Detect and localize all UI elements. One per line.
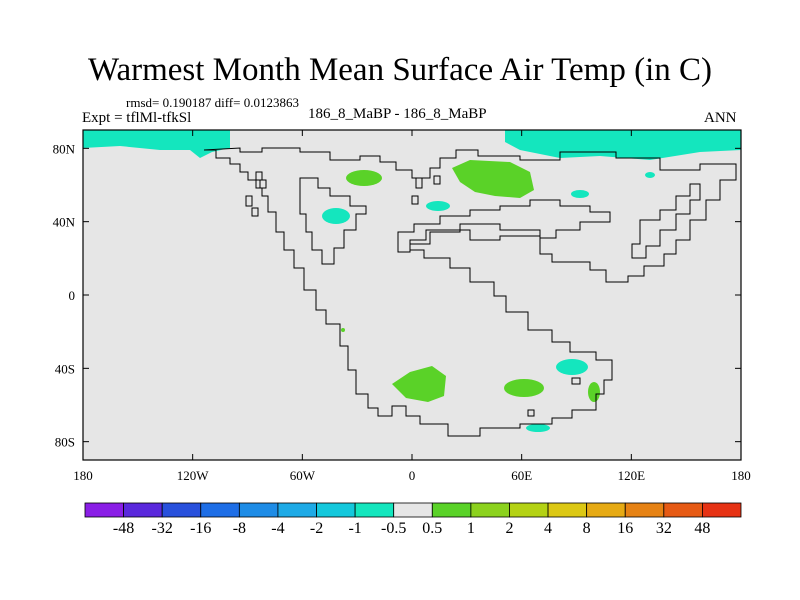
colorbar-label: 8 xyxy=(583,520,591,537)
lon-tick-label: 120W xyxy=(177,468,210,483)
coastline-islands xyxy=(245,171,581,417)
colorbar-swatch xyxy=(200,502,240,518)
cyan-patch-pacific xyxy=(645,172,655,178)
lon-tick-label: 120E xyxy=(618,468,646,483)
stats-text: rmsd= 0.190187 diff= 0.0123863 xyxy=(126,95,299,110)
cyan-patch-namerica xyxy=(322,208,350,224)
period-label: ANN xyxy=(704,110,737,126)
colorbar-swatch xyxy=(277,502,317,518)
colorbar-swatch xyxy=(316,502,356,518)
lat-axis: 80N 40N 0 40S 80S xyxy=(53,141,741,450)
lon-tick-label: 60E xyxy=(511,468,532,483)
colorbar-swatch xyxy=(547,502,588,518)
lon-tick-label: 180 xyxy=(73,468,93,483)
green-patch-antarctic xyxy=(588,382,600,402)
map-background xyxy=(83,130,741,460)
colorbar-label: -4 xyxy=(271,520,284,537)
colorbar-swatch xyxy=(84,502,124,518)
colorbar-label: 48 xyxy=(694,520,710,537)
cyan-patch-europe xyxy=(426,201,450,211)
colorbar-swatch xyxy=(238,502,279,518)
expt-label: Expt = tflMl-tfkSl xyxy=(82,110,192,126)
colorbar-swatch xyxy=(431,502,472,518)
colorbar-swatch xyxy=(586,502,626,518)
coastline xyxy=(203,147,737,437)
coastline-inner xyxy=(299,177,367,265)
colorbar-label: -0.5 xyxy=(381,520,406,537)
colorbar-label: 1 xyxy=(467,520,475,537)
cyan-patch-africa xyxy=(556,359,588,375)
colorbar-label: -2 xyxy=(310,520,323,537)
colorbar-swatch xyxy=(161,502,202,518)
colorbar-label: 2 xyxy=(505,520,513,537)
lon-tick-label: 60W xyxy=(290,468,316,483)
coastline-tethys xyxy=(397,199,611,253)
lon-axis: 180 120W 60W 0 60E 120E 180 xyxy=(73,130,751,483)
colorbar-label: 16 xyxy=(617,520,633,537)
colorbar-label: -48 xyxy=(113,520,134,537)
coastline-asia-east xyxy=(631,183,701,259)
lat-tick-label: 40S xyxy=(55,361,75,376)
arctic-cyan-west xyxy=(83,130,230,158)
colorbar-label: 32 xyxy=(656,520,672,537)
center-label: 186_8_MaBP - 186_8_MaBP xyxy=(308,106,487,122)
colorbar-swatch xyxy=(123,502,163,518)
colorbar-swatch xyxy=(509,502,549,518)
colorbar-swatch xyxy=(393,502,433,518)
colorbar-label: 0.5 xyxy=(422,520,442,537)
green-patch-small xyxy=(341,328,345,332)
green-anomalies xyxy=(341,160,600,402)
lon-tick-label: 0 xyxy=(409,468,416,483)
map-title: Warmest Month Mean Surface Air Temp (in … xyxy=(87,52,713,88)
lat-tick-label: 80S xyxy=(55,435,75,450)
colorbar xyxy=(84,502,742,518)
colorbar-swatch xyxy=(470,502,510,518)
colorbar-label: -16 xyxy=(190,520,211,537)
colorbar-label: -8 xyxy=(233,520,246,537)
cyan-patch-south xyxy=(526,424,550,432)
colorbar-swatch xyxy=(663,502,703,518)
lat-tick-label: 40N xyxy=(53,215,76,230)
cyan-patch-asia xyxy=(571,190,589,198)
colorbar-swatch xyxy=(624,502,665,518)
colorbar-swatch xyxy=(354,502,395,518)
colorbar-label: -1 xyxy=(348,520,361,537)
lat-tick-label: 0 xyxy=(69,288,76,303)
green-patch-greenland xyxy=(346,170,382,186)
colorbar-label: -32 xyxy=(152,520,173,537)
green-patch-gondwana-east xyxy=(504,379,544,397)
green-patch-siberia xyxy=(452,160,534,198)
lon-tick-label: 180 xyxy=(731,468,751,483)
lat-tick-label: 80N xyxy=(53,141,76,156)
green-patch-gondwana-west xyxy=(392,366,446,402)
colorbar-labels: -48 -32 -16 -8 -4 -2 -1 -0.5 0.5 1 2 4 8 16 32 48 xyxy=(113,520,710,537)
colorbar-swatch xyxy=(702,502,742,518)
colorbar-label: 4 xyxy=(544,520,552,537)
